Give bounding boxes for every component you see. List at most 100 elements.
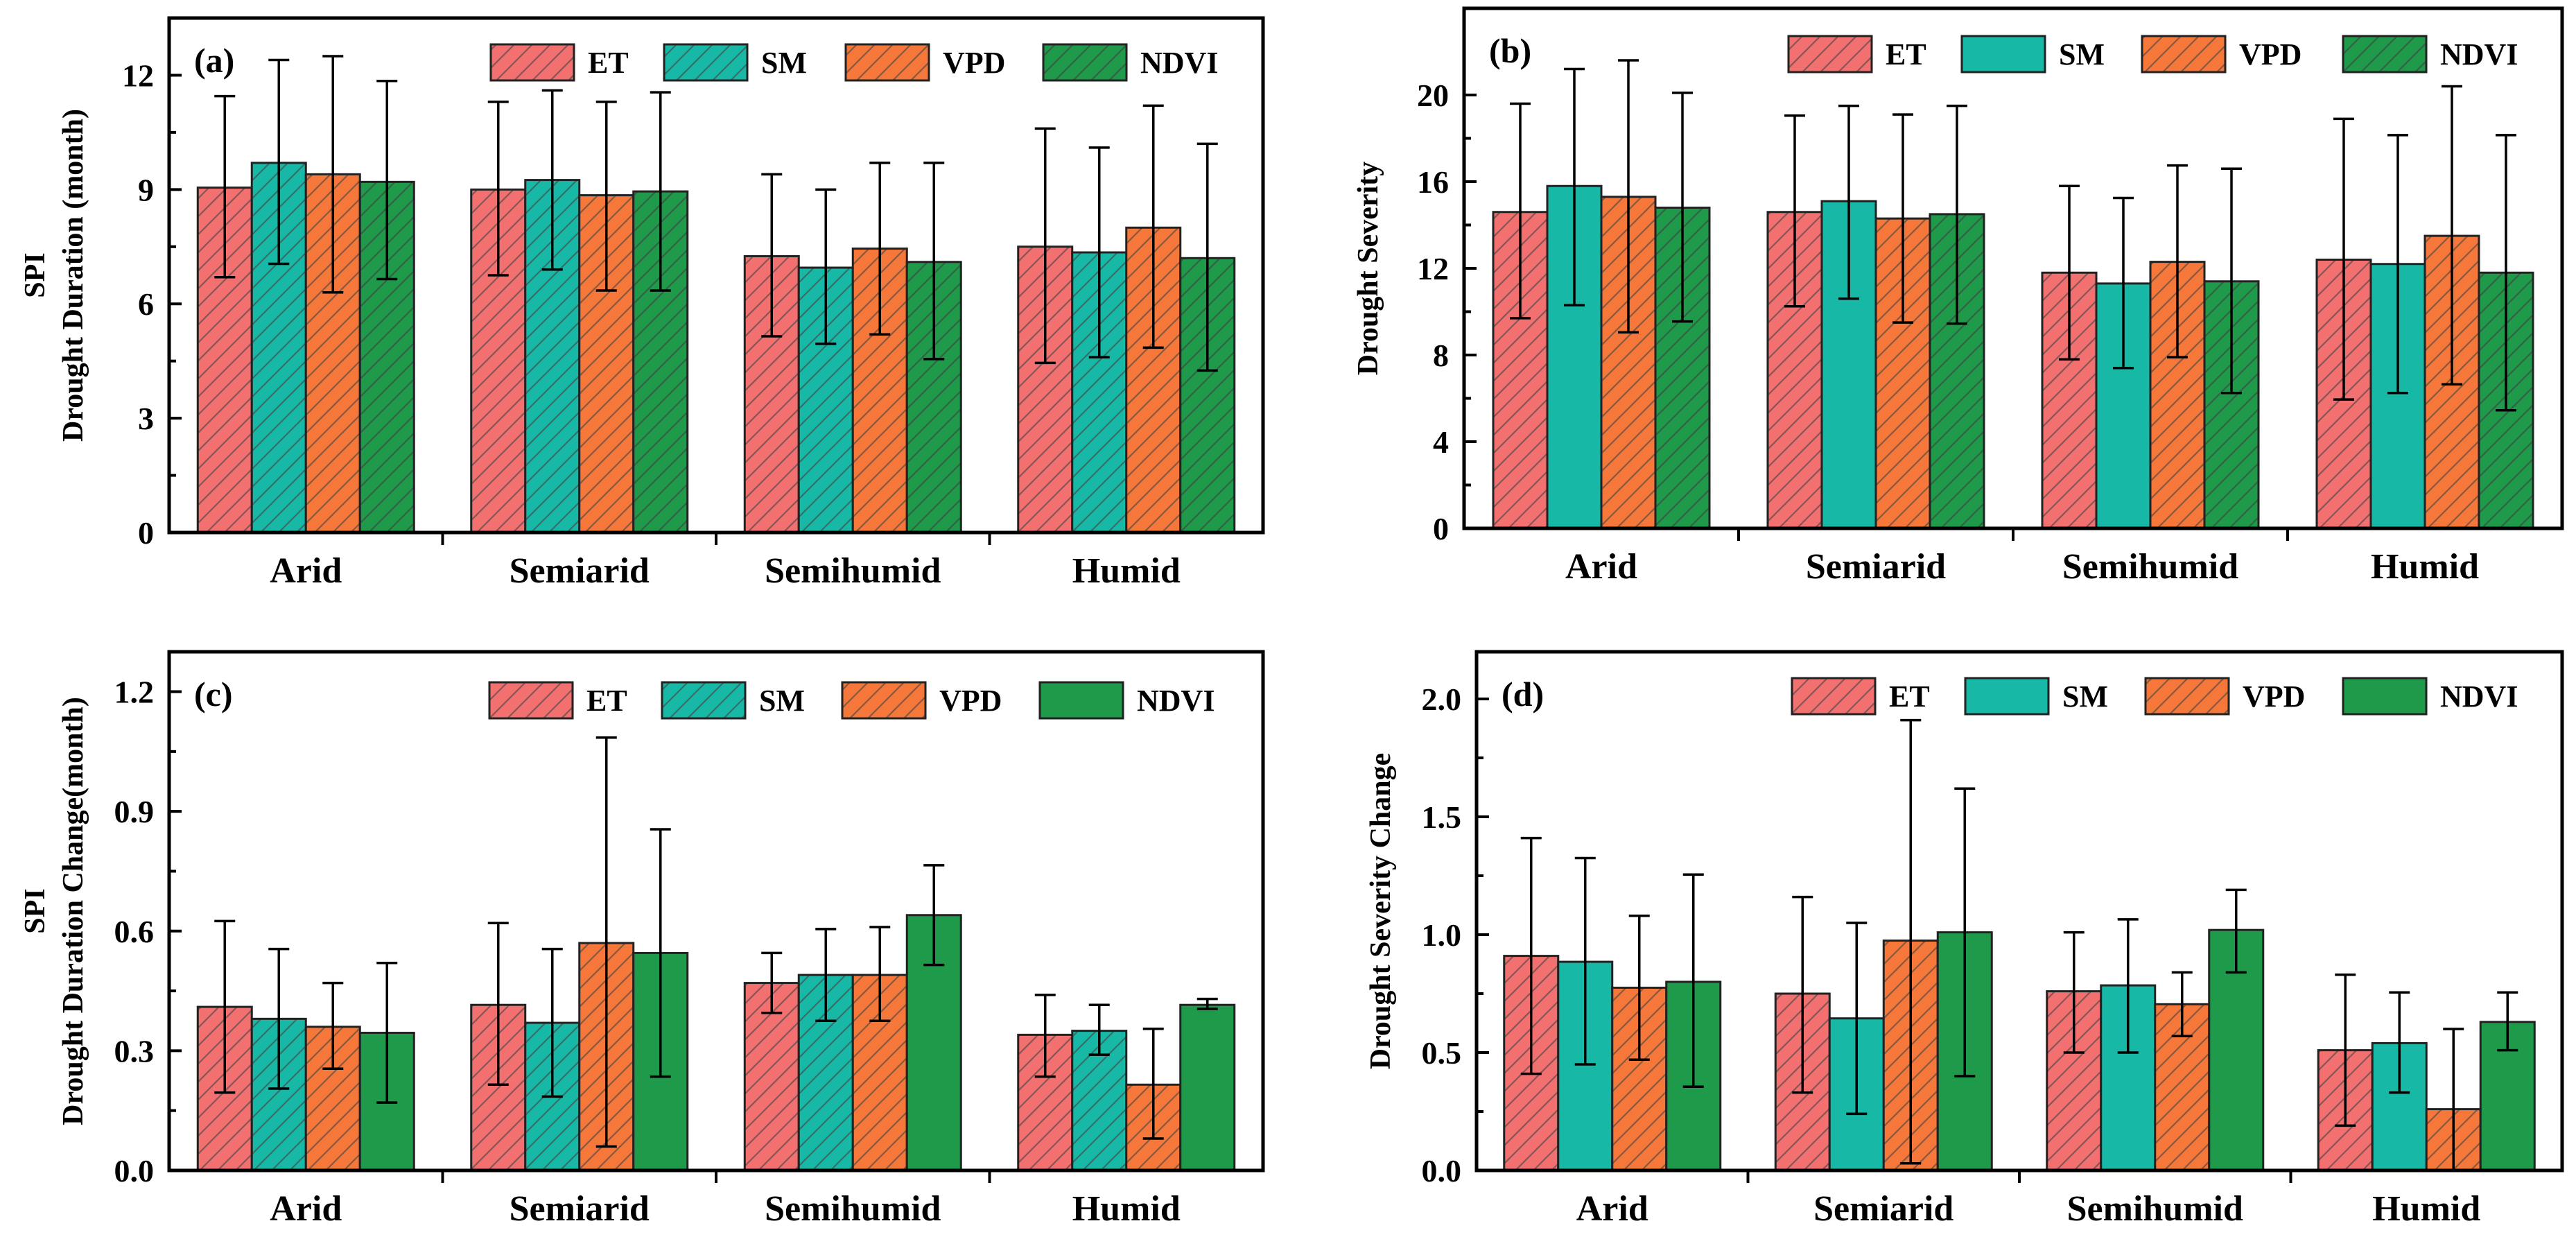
error-bar-et-arid <box>214 919 236 1094</box>
y-axis-title: SPI <box>19 252 51 297</box>
legend-swatch-et <box>1787 35 1873 73</box>
x-category-label: Arid <box>270 1189 342 1229</box>
y-tick-label: 20 <box>1417 78 1449 113</box>
y-axis-title: Drought Duration Change(month) <box>58 697 89 1125</box>
legend-label-vpd: VPD <box>2243 680 2305 713</box>
error-bar-vpd-humid <box>2442 85 2462 386</box>
error-bar-et-semihumid <box>2059 184 2080 361</box>
error-bar-ndvi-humid <box>2497 991 2518 1052</box>
error-bar-et-humid <box>2333 117 2354 401</box>
bar-ndvi-semihumid <box>905 914 962 1172</box>
error-bar-vpd-arid <box>1618 59 1639 334</box>
y-tick-label: 6 <box>138 286 154 322</box>
legend-swatch-et <box>488 681 574 720</box>
legend-label-et: ET <box>588 46 629 80</box>
legend-swatch-vpd <box>841 681 927 720</box>
legend-swatch-ndvi <box>1038 681 1124 720</box>
error-bar-ndvi-semihumid <box>923 162 945 361</box>
error-bar-ndvi-arid <box>1672 92 1693 323</box>
error-bar-et-arid <box>1510 102 1531 320</box>
x-category-label: Arid <box>270 551 342 591</box>
error-bar-vpd-semihumid <box>2167 164 2188 358</box>
y-tick-label: 3 <box>138 401 154 436</box>
y-tick-label: 1.2 <box>114 675 155 710</box>
error-bar-et-semiarid <box>1792 895 1813 1094</box>
x-category-label: Semiarid <box>510 551 650 591</box>
error-bar-vpd-semihumid <box>869 162 891 336</box>
legend-label-et: ET <box>1886 37 1926 71</box>
legend-label-ndvi: NDVI <box>1140 46 1218 80</box>
x-category-label: Semihumid <box>2067 1189 2243 1229</box>
legend-label-sm: SM <box>2062 680 2108 713</box>
y-tick-label: 12 <box>1417 251 1449 286</box>
legend-label-ndvi: NDVI <box>1137 684 1215 718</box>
error-bar-ndvi-arid <box>376 79 398 281</box>
legend-label-sm: SM <box>2059 37 2105 71</box>
legend-swatch-vpd <box>2144 677 2230 716</box>
y-tick-label: 0.3 <box>114 1033 155 1069</box>
x-category-label: Arid <box>1576 1189 1648 1229</box>
legend-label-sm: SM <box>761 46 807 80</box>
error-bar-sm-semihumid <box>2117 918 2139 1054</box>
y-tick-label: 2.0 <box>1422 682 1462 717</box>
error-bar-et-semiarid <box>487 922 509 1087</box>
x-category-label: Semihumid <box>2062 547 2238 587</box>
legend-label-vpd: VPD <box>2239 37 2301 71</box>
error-bar-et-semihumid <box>761 173 783 338</box>
x-category-label: Semihumid <box>765 551 941 591</box>
y-tick-label: 0.9 <box>114 794 155 829</box>
chart-panel-a: 0 3 6 9 12 Arid Semiarid Semihumid Humid SPI Droug… <box>19 16 1265 591</box>
legend-label-vpd: VPD <box>939 684 1002 718</box>
bar-sm-arid <box>1546 184 1603 530</box>
legend-label-et: ET <box>1889 680 1930 713</box>
error-bar-vpd-arid <box>1628 915 1650 1061</box>
y-tick-label: 16 <box>1417 164 1449 200</box>
y-tick-label: 0.5 <box>1422 1035 1462 1071</box>
error-bar-et-semihumid <box>761 951 783 1014</box>
error-bar-sm-arid <box>1564 67 1585 306</box>
error-bar-et-arid <box>1520 836 1542 1075</box>
legend-label-et: ET <box>586 684 627 718</box>
y-tick-label: 0 <box>1433 511 1449 546</box>
bar-ndvi-humid <box>1179 1003 1236 1172</box>
x-category-label: Semihumid <box>765 1189 941 1229</box>
panel-label: (a) <box>194 41 234 80</box>
x-category-label: Humid <box>2372 1189 2480 1229</box>
legend-label-ndvi: NDVI <box>2440 680 2518 713</box>
error-bar-ndvi-semiarid <box>1947 104 1967 325</box>
bar-sm-semihumid <box>2100 984 2157 1172</box>
error-bar-sm-semiarid <box>1846 922 1868 1116</box>
error-bar-ndvi-arid <box>376 962 398 1104</box>
x-category-label: Arid <box>1565 547 1637 587</box>
legend-swatch-sm <box>663 43 749 82</box>
error-bar-ndvi-semiarid <box>1954 787 1976 1078</box>
error-bar-ndvi-humid <box>1196 142 1218 372</box>
error-bar-ndvi-semihumid <box>923 864 945 967</box>
y-axis-title: Drought Duration (month) <box>58 109 89 442</box>
bar-ndvi-humid <box>1179 257 1236 534</box>
x-category-label: Humid <box>2371 547 2479 587</box>
panel-label: (b) <box>1489 31 1531 70</box>
error-bar-et-humid <box>2335 974 2356 1127</box>
panel-label: (d) <box>1502 675 1544 713</box>
error-bar-ndvi-semihumid <box>2221 167 2242 395</box>
legend-swatch-ndvi <box>2342 677 2428 716</box>
x-category-label: Semiarid <box>1813 1189 1953 1229</box>
legend-swatch-sm <box>661 681 747 720</box>
legend-swatch-ndvi <box>2342 35 2428 73</box>
error-bar-ndvi-semiarid <box>650 91 671 292</box>
error-bar-ndvi-humid <box>2496 134 2516 412</box>
y-tick-label: 0 <box>138 515 154 551</box>
error-bar-ndvi-semihumid <box>2225 888 2247 974</box>
x-category-label: Semiarid <box>510 1189 650 1229</box>
chart-panel-b: 0 4 8 12 16 20 Arid Semiarid Semihumid Humid Droug… <box>1352 6 2564 587</box>
legend-label-vpd: VPD <box>943 46 1005 80</box>
legend-swatch-vpd <box>844 43 930 82</box>
y-tick-label: 4 <box>1433 424 1449 460</box>
y-tick-label: 12 <box>122 58 154 93</box>
error-bar-vpd-arid <box>322 55 344 294</box>
error-bar-vpd-semihumid <box>869 926 891 1022</box>
x-category-label: Semiarid <box>1806 547 1946 587</box>
error-bar-sm-semiarid <box>541 947 563 1098</box>
